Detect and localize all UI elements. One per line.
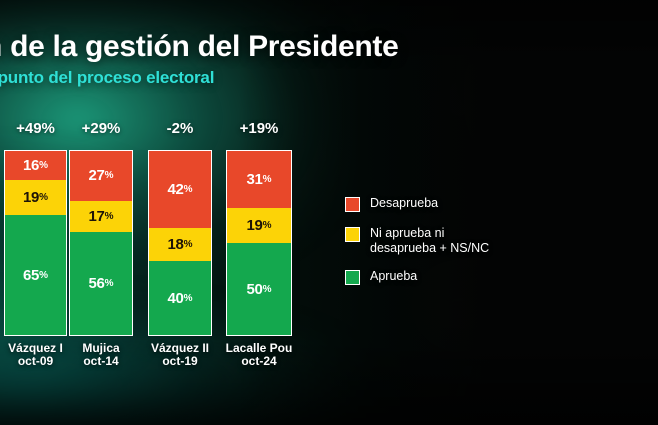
bar-segment-ni-ni[interactable]: 18%: [149, 228, 211, 262]
segment-value: 16: [23, 157, 40, 175]
bar-segment-desaprueba[interactable]: 16%: [5, 151, 66, 181]
segment-unit: %: [104, 277, 114, 289]
segment-value: 31: [246, 171, 263, 189]
category-period: oct-19: [162, 354, 198, 368]
segment-unit: %: [39, 192, 48, 204]
segment-value: 56: [88, 274, 105, 292]
legend-item-label: Ni aprueba ni desaprueba + NS/NC: [370, 226, 490, 255]
legend-item-label: Desaprueba: [370, 196, 439, 210]
segment-unit: %: [104, 210, 114, 222]
bar-segment-ni-ni[interactable]: 17%: [70, 200, 132, 232]
green-square-swatch: [345, 270, 360, 285]
bar-segment-ni-ni[interactable]: 19%: [227, 208, 291, 243]
bar-segment-aprueba[interactable]: 65%: [5, 215, 66, 335]
category-name: Lacalle Pou: [225, 341, 293, 355]
segment-value: 65: [23, 266, 40, 284]
bar-delta-label: -2%: [166, 120, 194, 137]
category-period: oct-24: [241, 354, 277, 368]
legend-item[interactable]: Ni aprueba ni desaprueba + NS/NC: [345, 226, 495, 255]
page-title: ón de la gestión del Presidente: [0, 30, 399, 63]
bar-segment-aprueba[interactable]: 40%: [149, 261, 211, 335]
segment-unit: %: [262, 283, 272, 295]
segment-unit: %: [183, 184, 193, 196]
segment-unit: %: [262, 220, 272, 232]
segment-unit: %: [39, 269, 48, 281]
segment-value: 40: [167, 289, 184, 307]
segment-value: 19: [246, 217, 263, 235]
stacked-bar[interactable]: 27% 17% 56%: [69, 150, 133, 336]
yellow-square-swatch: [345, 227, 360, 242]
stacked-bar[interactable]: 42% 18% 40%: [148, 150, 212, 336]
category-period: oct-09: [17, 354, 54, 368]
bar-segment-aprueba[interactable]: 56%: [70, 231, 132, 335]
bar-segment-desaprueba[interactable]: 42%: [149, 151, 211, 229]
segment-value: 50: [246, 280, 263, 298]
bar-segment-aprueba[interactable]: 50%: [227, 243, 291, 335]
category-name: Vázquez II: [150, 341, 209, 355]
stacked-bar[interactable]: 31% 19% 50%: [226, 150, 292, 336]
bar-segment-desaprueba[interactable]: 31%: [227, 151, 291, 209]
category-period: oct-14: [83, 354, 119, 368]
bar-delta-label: +19%: [239, 120, 279, 137]
segment-value: 17: [88, 207, 105, 225]
category-name: Vázquez I: [8, 341, 63, 355]
bar-category-label: Vázquez II oct-19: [134, 342, 226, 368]
category-name: Mujica: [82, 341, 120, 355]
bar-delta-label: +49%: [16, 120, 55, 137]
red-square-swatch: [345, 197, 360, 212]
segment-unit: %: [39, 160, 48, 172]
bar-delta-label: +29%: [81, 120, 121, 137]
segment-unit: %: [262, 174, 272, 186]
bar-segment-desaprueba[interactable]: 27%: [70, 151, 132, 201]
stacked-bar[interactable]: 16% 19% 65%: [4, 150, 67, 336]
legend-item[interactable]: Desaprueba: [345, 196, 495, 212]
segment-unit: %: [183, 239, 193, 251]
bar-category-label: Mujica oct-14: [55, 342, 147, 368]
legend-item[interactable]: Aprueba: [345, 269, 495, 285]
segment-value: 27: [88, 167, 105, 185]
segment-value: 18: [167, 236, 184, 254]
bar-category-label: Lacalle Pou oct-24: [212, 342, 306, 368]
legend-item-label: Aprueba: [370, 269, 418, 283]
chart-legend: Desaprueba Ni aprueba ni desaprueba + NS/…: [345, 196, 495, 299]
segment-value: 42: [167, 181, 184, 199]
segment-value: 19: [23, 189, 40, 207]
segment-unit: %: [104, 170, 114, 182]
page-subtitle: mo punto del proceso electoral: [0, 68, 215, 87]
segment-unit: %: [183, 292, 193, 304]
bar-segment-ni-ni[interactable]: 19%: [5, 180, 66, 216]
